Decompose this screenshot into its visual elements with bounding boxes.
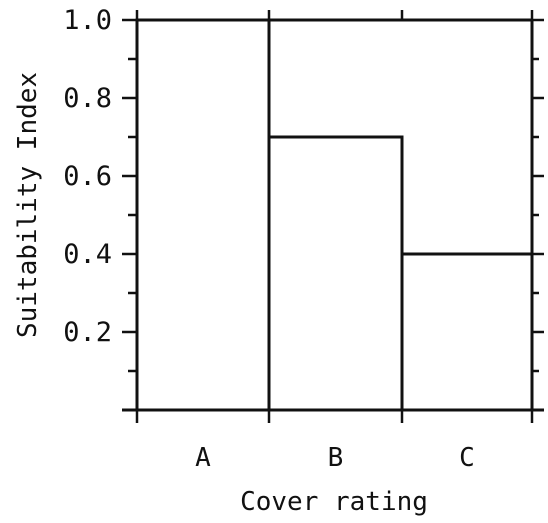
x-axis-title: Cover rating — [240, 487, 428, 517]
x-category-label-c: C — [459, 443, 475, 473]
y-tick-label: 0.8 — [63, 83, 112, 114]
plot-frame — [122, 18, 544, 412]
y-tick-label: 0.6 — [63, 161, 112, 192]
x-category-label-a: A — [195, 443, 211, 473]
bar-b — [267, 135, 404, 412]
bars-group — [135, 18, 534, 412]
y-tick-label: 0.2 — [63, 317, 112, 348]
y-axis-title: Suitability Index — [13, 72, 43, 338]
y-axis-ticks: 0.2 0.4 0.6 0.8 1.0 — [63, 5, 544, 373]
x-category-label-b: B — [328, 443, 344, 473]
bar-a — [135, 18, 271, 412]
bar-c — [400, 252, 534, 412]
y-tick-label: 1.0 — [63, 5, 112, 36]
x-axis-ticks — [135, 10, 534, 423]
y-tick-label: 0.4 — [63, 239, 112, 270]
x-category-labels: A B C — [195, 443, 475, 473]
